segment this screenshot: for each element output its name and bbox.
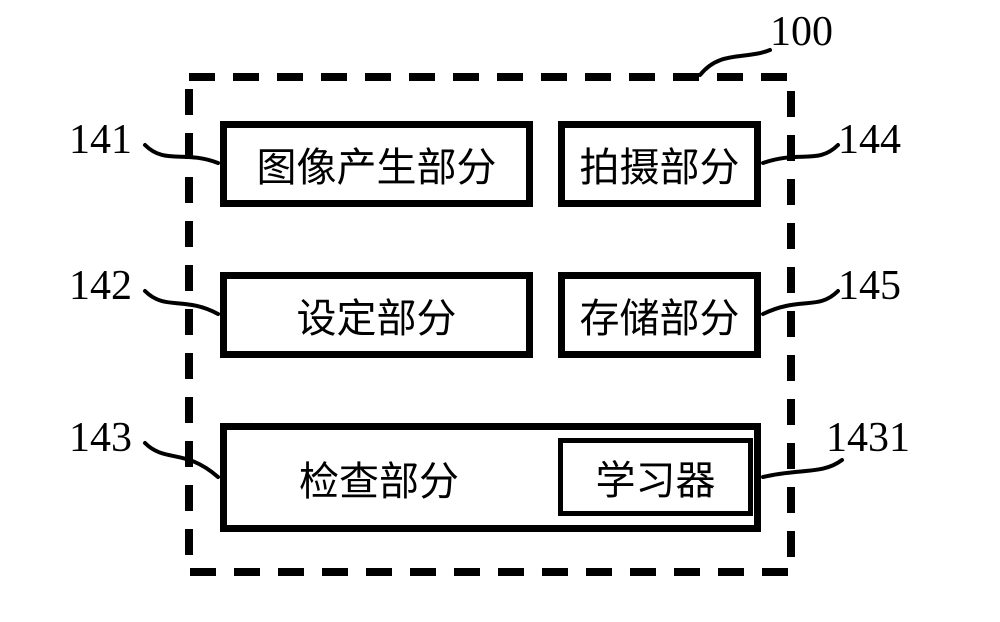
lead-142	[145, 291, 218, 314]
lead-100	[700, 50, 770, 75]
diagram-canvas: 图像产生部分 拍摄部分 设定部分 存储部分 检查部分 学习器 100 141 1…	[0, 0, 1000, 622]
lead-144	[763, 145, 838, 163]
lead-143	[145, 443, 218, 477]
lead-1431	[763, 460, 842, 477]
lead-lines	[0, 0, 1000, 622]
lead-145	[763, 291, 838, 314]
lead-141	[145, 145, 218, 163]
